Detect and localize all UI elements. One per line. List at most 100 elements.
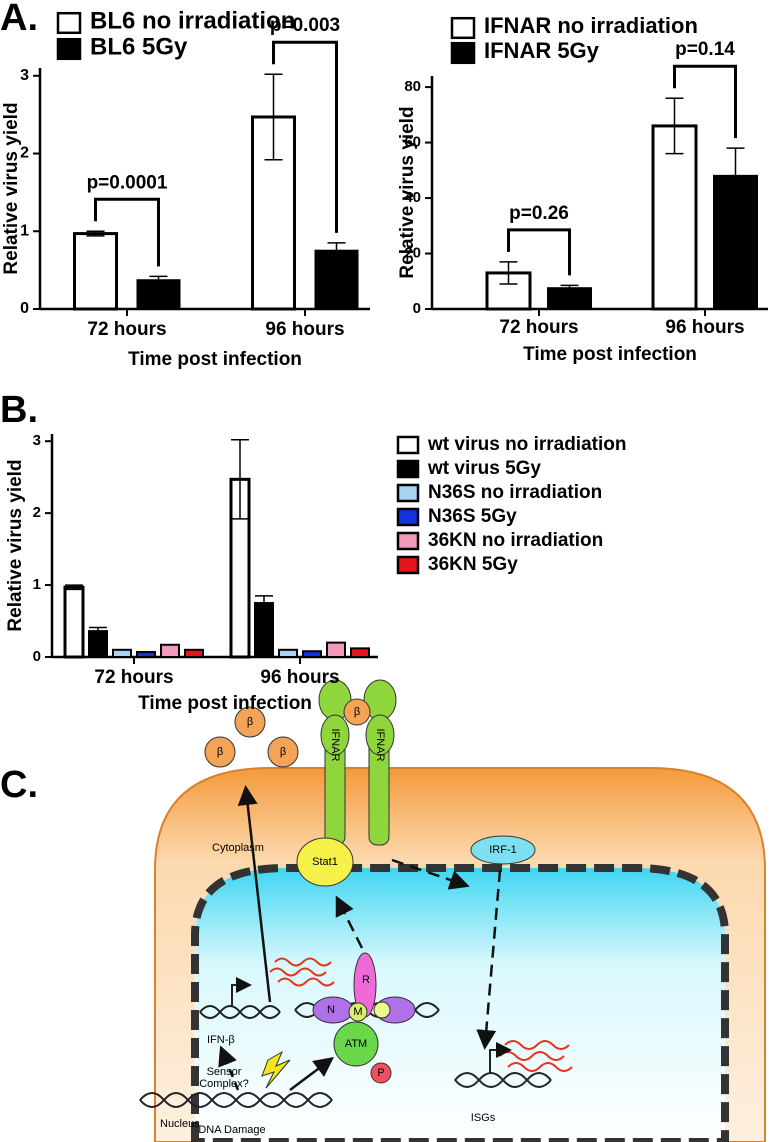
significance-bracket	[272, 40, 338, 233]
significance-bracket	[673, 64, 737, 139]
x-tick-label: 72 hours	[87, 319, 166, 340]
legend-label: IFNAR no irradiation	[484, 13, 698, 38]
legend-swatch	[396, 531, 420, 551]
atm-label: ATM	[345, 1038, 367, 1050]
sensor-label: Sensor	[207, 1066, 242, 1078]
legend-swatch	[396, 507, 420, 527]
error-bar	[255, 595, 273, 611]
y-tick-label: 3	[33, 432, 41, 449]
bar	[160, 643, 180, 659]
x-axis-title: Time post infection	[523, 344, 697, 365]
legend-label: 36KN no irradiation	[428, 530, 603, 551]
annotation: p=0.0001	[87, 172, 168, 193]
y-tick-label: 0	[413, 300, 421, 317]
legend-label: BL6 no irradiation	[90, 7, 295, 34]
bar	[184, 648, 204, 659]
diagram: C. Cytoplasm Nucleus β β β IFNAR IFNAR β…	[0, 679, 766, 1142]
bar	[651, 124, 698, 311]
irf1-label: IRF-1	[489, 844, 517, 856]
cytoplasm-label: Cytoplasm	[212, 842, 264, 854]
legend-label: N36S 5Gy	[428, 506, 517, 527]
panel-label: C.	[0, 764, 38, 806]
x-tick-label: 72 hours	[94, 667, 173, 688]
bar	[73, 232, 118, 311]
n-label: N	[327, 1004, 335, 1016]
bar	[302, 650, 322, 659]
x-tick-label: 96 hours	[260, 667, 339, 688]
y-axis-title: Relative virus yield	[397, 106, 418, 278]
nucleus-label: Nucleus	[160, 1118, 200, 1130]
y-tick-label: 40	[404, 189, 421, 206]
beta-label: β	[247, 716, 253, 728]
sensor-label: Complex?	[199, 1078, 249, 1090]
error-bar	[499, 261, 518, 285]
legend-swatch	[450, 16, 476, 40]
legend-swatch	[56, 37, 82, 61]
beta-label: β	[217, 746, 223, 758]
receptor-label: IFNAR	[374, 729, 386, 762]
error-bar	[65, 584, 83, 591]
y-tick-label: 60	[404, 134, 421, 151]
bar	[63, 585, 85, 659]
error-bar	[231, 439, 249, 520]
ifnb-label: IFN-β	[207, 1034, 235, 1046]
bar	[350, 647, 370, 658]
bar	[112, 648, 132, 659]
error-bar	[327, 242, 346, 260]
y-tick-label: 2	[20, 145, 29, 162]
y-tick-label: 0	[20, 300, 29, 317]
x-tick-label: 96 hours	[265, 319, 344, 340]
legend-swatch	[396, 435, 420, 455]
legend-swatch	[396, 459, 420, 479]
significance-bracket	[94, 197, 160, 267]
bar	[314, 249, 359, 310]
y-tick-label: 1	[33, 576, 41, 593]
bar	[326, 641, 346, 659]
error-bar	[89, 626, 107, 636]
annotation: p=0.14	[675, 39, 735, 60]
legend-swatch	[56, 11, 82, 35]
error-bar	[149, 275, 168, 285]
error-bar	[726, 147, 745, 205]
lightning	[261, 1050, 291, 1089]
y-axis-title: Relative virus yield	[5, 459, 26, 631]
interferon: β β β	[204, 706, 299, 768]
legend-label: wt virus no irradiation	[427, 434, 626, 455]
legend-label: BL6 5Gy	[90, 33, 188, 60]
error-bar	[665, 97, 684, 155]
x-tick-label: 96 hours	[665, 317, 744, 338]
x-axis-title: Time post infection	[128, 349, 302, 370]
legend-swatch	[396, 483, 420, 503]
panel-label: B.	[0, 389, 38, 431]
isgs-label: ISGs	[471, 1112, 496, 1124]
annotation: p=0.003	[270, 15, 340, 36]
bar	[136, 650, 156, 659]
irf1	[470, 835, 536, 865]
legend-swatch	[396, 555, 420, 575]
atm-complex: N M R ATM P	[312, 952, 416, 1084]
legend-label: 36KN 5Gy	[428, 554, 518, 575]
arrows	[218, 785, 502, 1091]
annotation: p=0.26	[509, 203, 569, 224]
y-axis-title: Relative virus yield	[1, 102, 22, 274]
dna-damage-label: DNA Damage	[198, 1124, 265, 1136]
receptor: IFNAR IFNAR β	[318, 679, 397, 846]
y-tick-label: 0	[33, 648, 41, 665]
x-tick-label: 72 hours	[499, 317, 578, 338]
bar	[136, 279, 181, 310]
receptor-label: IFNAR	[329, 729, 341, 762]
y-tick-label: 3	[20, 67, 29, 84]
y-tick-label: 20	[404, 244, 421, 261]
legend-label: N36S no irradiation	[428, 482, 602, 503]
x-axis-title: Time post infection	[138, 693, 312, 714]
error-bar	[86, 230, 105, 237]
beta-label: β	[280, 746, 286, 758]
y-tick-label: 80	[404, 78, 421, 95]
r-label: R	[362, 974, 370, 986]
bar	[254, 602, 274, 659]
error-bar	[560, 284, 579, 292]
stat1-label: Stat1	[312, 856, 338, 868]
y-tick-label: 2	[33, 504, 41, 521]
panel-label: A.	[0, 0, 38, 39]
bar	[278, 648, 298, 659]
